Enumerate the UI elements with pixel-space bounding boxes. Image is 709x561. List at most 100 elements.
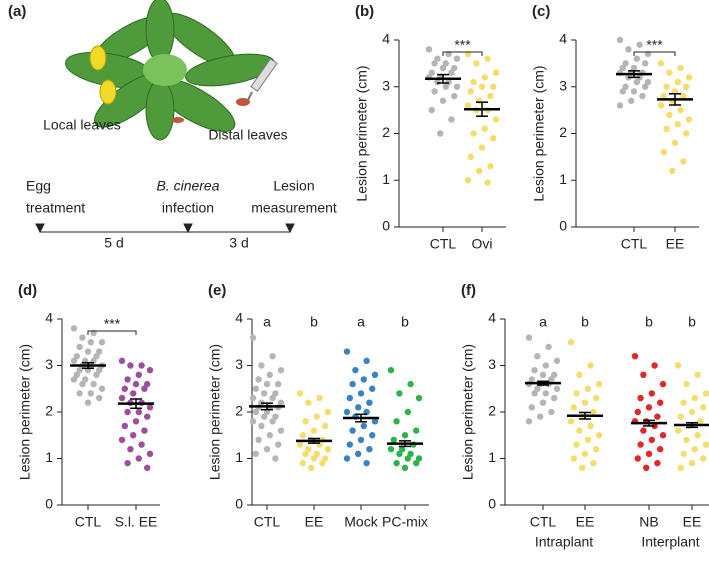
data-point bbox=[308, 464, 315, 471]
data-point bbox=[366, 446, 373, 453]
data-point bbox=[272, 455, 279, 462]
data-point bbox=[258, 362, 265, 369]
data-point bbox=[666, 111, 673, 119]
data-point bbox=[674, 362, 682, 369]
data-point bbox=[451, 92, 458, 100]
y-tick-label: 0 bbox=[488, 496, 496, 512]
data-point bbox=[625, 46, 632, 53]
data-point bbox=[630, 88, 638, 95]
y-tick-label: 3 bbox=[45, 356, 53, 372]
data-point bbox=[478, 144, 486, 151]
data-point bbox=[553, 385, 561, 392]
data-point bbox=[266, 432, 273, 439]
data-point bbox=[451, 64, 458, 72]
data-point bbox=[631, 353, 639, 360]
data-point bbox=[657, 446, 664, 453]
data-point bbox=[249, 394, 257, 402]
data-point bbox=[595, 432, 603, 439]
significance-label: *** bbox=[454, 37, 471, 53]
y-tick-label: 3 bbox=[235, 356, 243, 372]
data-point bbox=[439, 64, 447, 72]
data-point bbox=[371, 371, 379, 378]
data-point bbox=[442, 83, 449, 90]
data-point bbox=[584, 436, 591, 444]
data-point bbox=[404, 408, 411, 416]
data-point bbox=[576, 427, 583, 434]
data-point bbox=[396, 450, 403, 458]
y-tick-label: 1 bbox=[488, 449, 496, 465]
data-point bbox=[118, 436, 126, 444]
data-point bbox=[346, 441, 353, 448]
data-point bbox=[528, 376, 535, 383]
data-point bbox=[132, 380, 140, 388]
significance-letter: a bbox=[357, 314, 365, 330]
timeline-step: Lesion bbox=[273, 178, 314, 194]
data-point bbox=[316, 441, 323, 448]
data-point bbox=[310, 427, 318, 434]
significance-letter: b bbox=[401, 314, 409, 330]
y-tick-label: 3 bbox=[559, 77, 567, 93]
data-point bbox=[277, 427, 285, 434]
x-tick-label: NB bbox=[639, 514, 658, 530]
data-point bbox=[648, 390, 655, 397]
data-point bbox=[539, 371, 547, 378]
data-point bbox=[639, 92, 646, 100]
data-point bbox=[146, 450, 154, 458]
data-point bbox=[343, 348, 351, 355]
data-point bbox=[415, 455, 423, 462]
data-point bbox=[439, 97, 447, 104]
data-point bbox=[415, 394, 423, 402]
y-tick-label: 4 bbox=[559, 31, 567, 47]
data-point bbox=[642, 60, 649, 67]
data-point bbox=[677, 106, 684, 114]
data-point bbox=[393, 459, 400, 467]
data-point bbox=[124, 459, 131, 467]
data-point bbox=[567, 339, 575, 346]
data-point bbox=[252, 408, 259, 416]
data-point bbox=[637, 394, 644, 402]
data-point bbox=[484, 55, 491, 62]
data-point bbox=[305, 446, 312, 453]
data-point bbox=[401, 464, 409, 471]
data-point bbox=[622, 60, 629, 67]
data-point bbox=[73, 371, 81, 378]
data-point bbox=[576, 371, 583, 378]
data-point bbox=[84, 399, 92, 406]
data-point bbox=[272, 413, 279, 420]
data-point bbox=[640, 427, 647, 434]
data-point bbox=[671, 139, 679, 147]
data-point bbox=[551, 394, 558, 402]
x-tick-label: Mock bbox=[344, 514, 378, 530]
data-point bbox=[90, 380, 97, 388]
data-point bbox=[141, 385, 148, 392]
data-point bbox=[269, 394, 276, 402]
data-point bbox=[691, 446, 698, 453]
data-point bbox=[357, 436, 365, 444]
data-point bbox=[630, 64, 638, 72]
data-point bbox=[431, 88, 438, 95]
data-point bbox=[579, 464, 586, 471]
panel-label: (c) bbox=[532, 3, 550, 20]
data-point bbox=[470, 78, 477, 86]
data-point bbox=[363, 459, 370, 467]
data-point bbox=[130, 390, 137, 397]
data-point bbox=[437, 130, 444, 137]
data-point bbox=[642, 83, 649, 90]
data-point bbox=[680, 399, 687, 406]
data-point bbox=[528, 404, 535, 411]
significance-bracket bbox=[633, 51, 676, 56]
significance-letter: a bbox=[539, 314, 547, 330]
y-tick-label: 1 bbox=[45, 449, 53, 465]
x-tick-label: EE bbox=[683, 514, 702, 530]
data-point bbox=[640, 371, 647, 378]
data-point bbox=[531, 366, 538, 374]
data-point bbox=[98, 339, 106, 346]
data-point bbox=[396, 390, 403, 397]
data-point bbox=[481, 125, 488, 133]
data-point bbox=[648, 436, 655, 444]
timeline-step: measurement bbox=[251, 200, 337, 216]
data-point bbox=[70, 357, 78, 365]
data-point bbox=[685, 74, 693, 81]
data-point bbox=[87, 390, 95, 397]
data-point bbox=[700, 455, 707, 462]
